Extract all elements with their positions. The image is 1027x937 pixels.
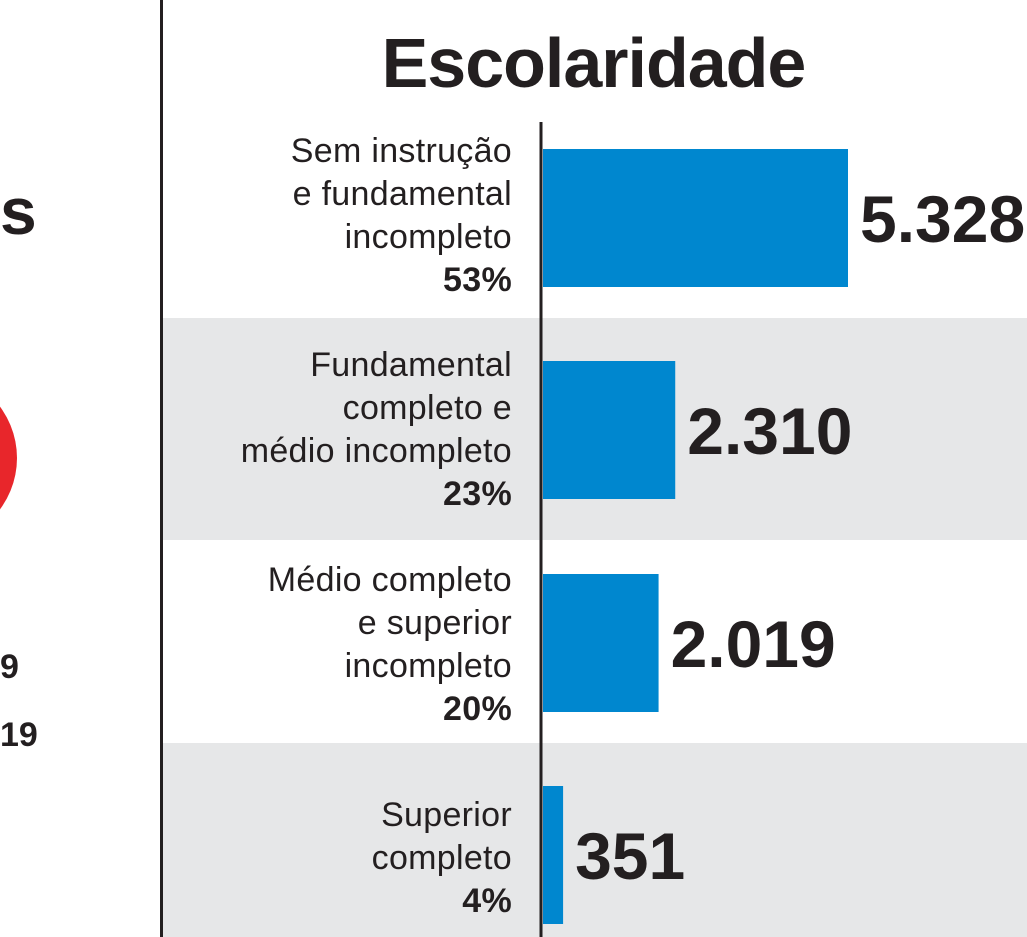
panel-divider (160, 0, 163, 937)
bar (543, 149, 848, 287)
category-label-line: Superior (381, 796, 512, 834)
percentage-label: 23% (443, 475, 512, 513)
category-label-line: completo e (342, 389, 512, 427)
value-label: 2.019 (671, 607, 836, 681)
category-label-line: e fundamental (292, 175, 512, 213)
category-label-line: incompleto (344, 218, 512, 256)
category-label: Médio completo e superior incompleto 20% (268, 559, 512, 731)
left-panel-fragment: s 9 19 (0, 0, 160, 937)
value-label: 2.310 (687, 394, 852, 468)
category-label: Fundamental completo e médio incompleto 23% (241, 344, 512, 516)
category-label-line: Sem instrução (290, 132, 512, 170)
category-label-line: e superior (357, 604, 512, 642)
category-label-line: incompleto (344, 647, 512, 685)
row-band (163, 743, 1027, 937)
percentage-label: 53% (443, 261, 512, 299)
category-label-line: Médio completo (267, 561, 512, 599)
percentage-label: 4% (462, 882, 512, 920)
bar (543, 361, 676, 499)
category-label-line: completo (371, 839, 512, 877)
category-label-line: Fundamental (310, 346, 512, 384)
left-panel-value-fragment-1: 9 (0, 648, 19, 686)
bar (543, 786, 564, 924)
category-label: Superior completo 4% (372, 794, 512, 923)
category-label-line: médio incompleto (240, 432, 512, 470)
percentage-label: 20% (443, 690, 512, 728)
left-panel-title-fragment: s (0, 174, 37, 248)
category-label: Sem instrução e fundamental incompleto 53% (291, 130, 512, 302)
value-label: 351 (575, 819, 685, 893)
left-panel-value-fragment-2: 19 (0, 716, 38, 754)
bar (543, 574, 659, 712)
value-label: 5.328 (860, 182, 1025, 256)
chart-title: Escolaridade (381, 24, 807, 102)
